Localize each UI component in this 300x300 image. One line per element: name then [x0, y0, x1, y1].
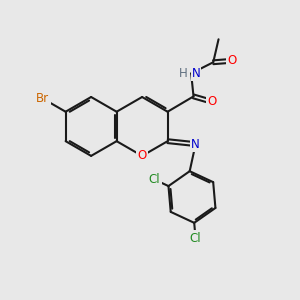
Text: N: N: [191, 138, 200, 151]
Text: H: H: [178, 67, 187, 80]
Text: N: N: [192, 67, 200, 80]
Text: Br: Br: [36, 92, 49, 105]
Text: Cl: Cl: [149, 173, 161, 186]
Text: Cl: Cl: [190, 232, 201, 244]
Text: O: O: [137, 149, 147, 162]
Text: O: O: [207, 95, 216, 108]
Text: O: O: [228, 54, 237, 67]
